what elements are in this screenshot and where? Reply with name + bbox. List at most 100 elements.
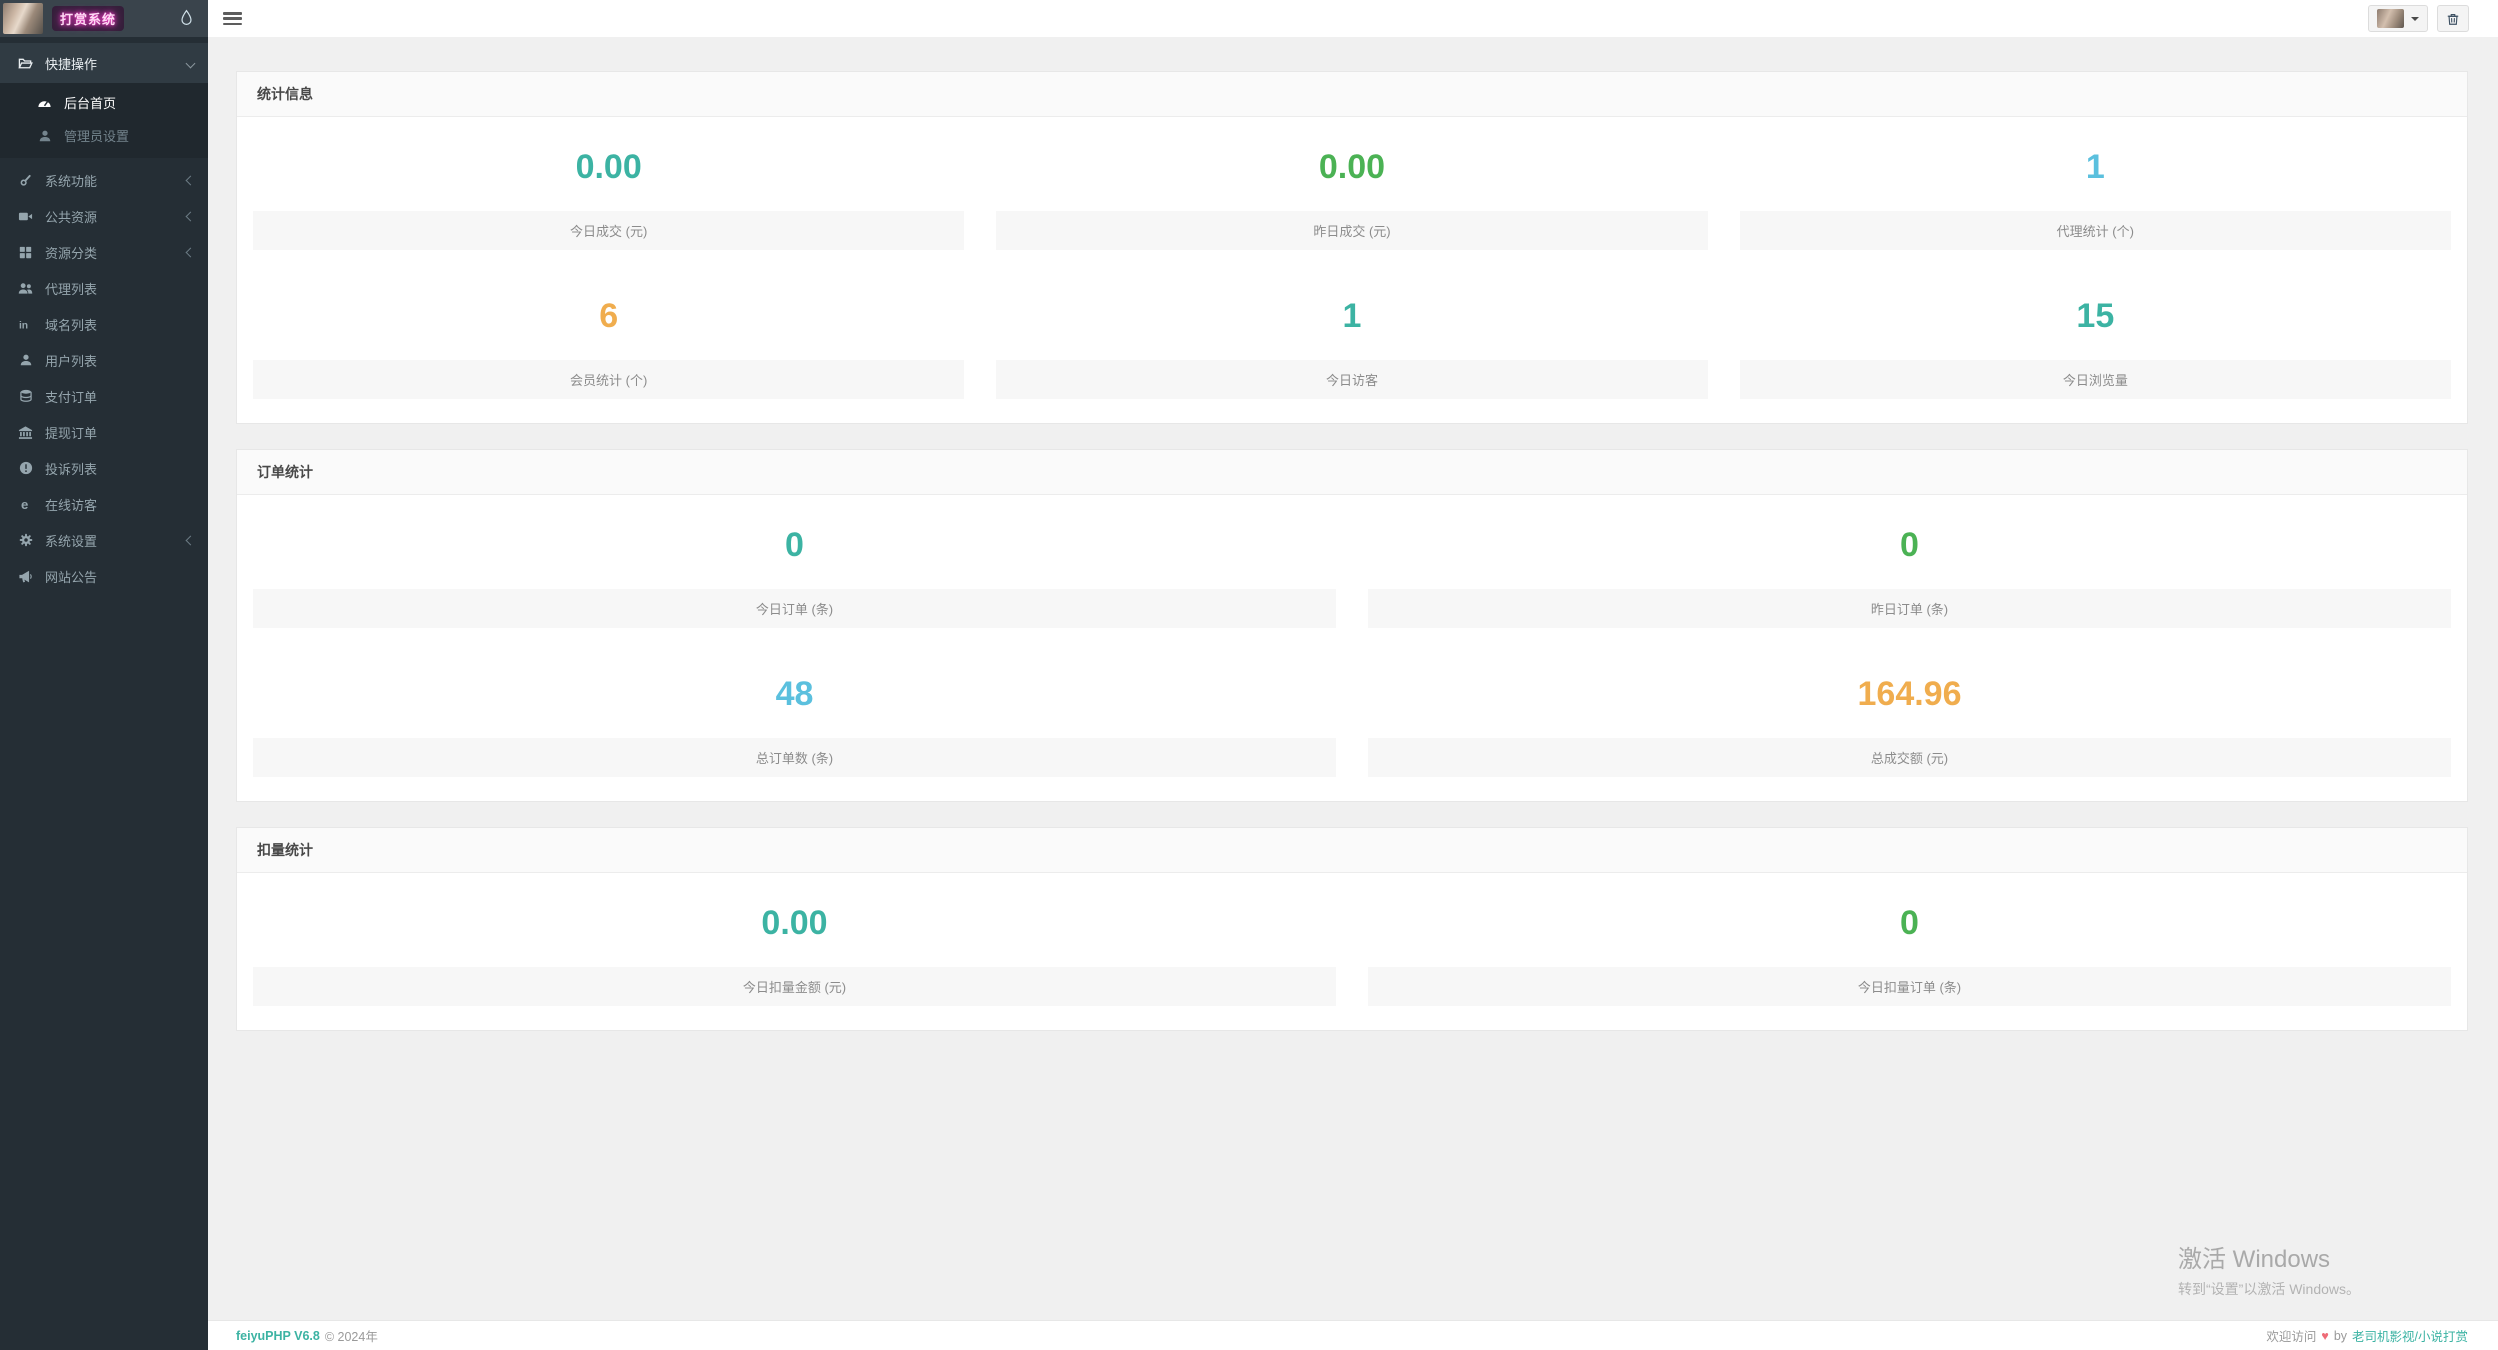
sidebar-item-user-list[interactable]: 用户列表 — [0, 342, 208, 378]
sidebar-item-label: 在线访客 — [45, 497, 98, 513]
stat-value: 0.00 — [761, 904, 828, 943]
sidebar-item-public-resources[interactable]: 公共资源 — [0, 198, 208, 234]
trash-button[interactable] — [2437, 5, 2469, 32]
database-icon — [17, 389, 34, 403]
sidebar-item-label: 代理列表 — [45, 281, 98, 297]
heart-icon: ♥ — [2321, 1328, 2329, 1343]
stat-label: 总成交额 (元) — [1368, 738, 2451, 778]
watermark-line2: 转到“设置”以激活 Windows。 — [2178, 1281, 2361, 1297]
panels: 统计信息 0.00 今日成交 (元) 0.00 昨日成交 (元) 1 代理统计 (个) 6 会员… — [236, 71, 2468, 1032]
sidebar-item-withdrawal-orders[interactable]: 提现订单 — [0, 414, 208, 450]
stat-label: 昨日成交 (元) — [996, 211, 1708, 251]
user-avatar — [2377, 9, 2404, 28]
stat-today-sales: 0.00 今日成交 (元) — [237, 125, 980, 251]
panel-title: 统计信息 — [237, 72, 2467, 117]
stat-value: 1 — [1342, 297, 1362, 336]
svg-text:in: in — [19, 320, 28, 331]
by-text: by — [2333, 1328, 2348, 1343]
grid-icon — [17, 246, 34, 259]
sidebar-item-site-announcement[interactable]: 网站公告 — [0, 558, 208, 594]
stat-value: 6 — [599, 297, 619, 336]
sidebar-item-label: 快捷操作 — [45, 56, 98, 72]
sidebar-item-complaint-list[interactable]: 投诉列表 — [0, 450, 208, 486]
panel-order-stats: 订单统计 0 今日订单 (条) 0 昨日订单 (条) 48 总订单数 (条) 164.96 总成… — [236, 449, 2468, 803]
sidebar-item-payment-orders[interactable]: 支付订单 — [0, 378, 208, 414]
topbar — [208, 0, 2498, 37]
wrench-icon — [17, 173, 34, 187]
panel-stats-info: 统计信息 0.00 今日成交 (元) 0.00 昨日成交 (元) 1 代理统计 (个) 6 会员… — [236, 71, 2468, 425]
sidebar-subitem-admin-settings[interactable]: 管理员设置 — [0, 119, 208, 152]
alert-circle-icon — [17, 461, 34, 475]
stat-today-deduct-amount: 0.00 今日扣量金额 (元) — [237, 881, 1352, 1007]
stat-member-count: 6 会员统计 (个) — [237, 274, 980, 400]
sidebar-header: 打赏系统 — [0, 0, 208, 37]
stat-today-deduct-orders: 0 今日扣量订单 (条) — [1352, 881, 2467, 1007]
stat-today-pageviews: 15 今日浏览量 — [1724, 274, 2467, 400]
footer-right: 欢迎访问 ♥ by 老司机影视/小说打赏 — [2266, 1326, 2468, 1345]
app-version: feiyuPHP V6.8 — [236, 1328, 320, 1343]
sidebar-item-label: 投诉列表 — [45, 461, 98, 477]
sidebar-item-label: 资源分类 — [45, 245, 98, 261]
sidebar-item-label: 提现订单 — [45, 425, 98, 441]
stat-value: 0 — [1900, 526, 1919, 565]
welcome-text: 欢迎访问 — [2266, 1330, 2317, 1344]
sidebar-item-resource-categories[interactable]: 资源分类 — [0, 234, 208, 270]
stat-total-sales: 164.96 总成交额 (元) — [1352, 652, 2467, 778]
users-icon — [17, 281, 34, 296]
dashboard-icon — [36, 95, 53, 110]
stat-label: 今日成交 (元) — [253, 211, 965, 251]
panel-deduction-stats: 扣量统计 0.00 今日扣量金额 (元) 0 今日扣量订单 (条) — [236, 827, 2468, 1032]
sidebar: 打赏系统 快捷操作后台首页管理员设置系统功能 公共资源资源分类代理列表 in 域名列表… — [0, 0, 208, 1350]
browser-e-icon: e — [17, 497, 34, 512]
sidebar-item-domain-list[interactable]: in 域名列表 — [0, 306, 208, 342]
footer-left: feiyuPHP V6.8 © 2024年 — [236, 1326, 378, 1345]
stat-label: 今日扣量金额 (元) — [253, 967, 1336, 1007]
sidebar-item-label: 支付订单 — [45, 389, 98, 405]
sidebar-subitem-label: 管理员设置 — [64, 129, 130, 144]
sidebar-item-system-settings[interactable]: 系统设置 — [0, 522, 208, 558]
folder-open-icon — [17, 56, 34, 71]
chevron-left-icon — [185, 535, 196, 545]
sidebar-item-online-visitors[interactable]: e 在线访客 — [0, 486, 208, 522]
stat-label: 今日扣量订单 (条) — [1368, 967, 2451, 1007]
sidebar-item-label: 网站公告 — [45, 569, 98, 585]
stat-value: 0.00 — [575, 148, 642, 186]
stat-label: 今日浏览量 — [1739, 360, 2451, 400]
stat-value: 48 — [775, 675, 814, 714]
sidebar-subitem-label: 后台首页 — [64, 96, 117, 111]
sidebar-item-label: 用户列表 — [45, 353, 98, 369]
panel-title: 订单统计 — [237, 450, 2467, 496]
footer-link[interactable]: 老司机影视/小说打赏 — [2352, 1330, 2468, 1344]
sidebar-subitem-admin-home[interactable]: 后台首页 — [0, 86, 208, 119]
user-menu-button[interactable] — [2368, 5, 2428, 32]
stat-yesterday-orders: 0 昨日订单 (条) — [1352, 503, 2467, 629]
brand-title: 打赏系统 — [52, 6, 125, 31]
chevron-down-icon — [185, 58, 196, 68]
topbar-actions — [2368, 5, 2469, 32]
chevron-left-icon — [185, 211, 196, 221]
stat-label: 总订单数 (条) — [253, 738, 1336, 778]
sidebar-item-system-functions[interactable]: 系统功能 — [0, 162, 208, 198]
stat-label: 今日订单 (条) — [253, 589, 1336, 629]
stat-yesterday-sales: 0.00 昨日成交 (元) — [980, 125, 1723, 251]
sidebar-toggle-button[interactable] — [223, 12, 242, 28]
stat-label: 今日访客 — [996, 360, 1708, 400]
stat-today-orders: 0 今日订单 (条) — [237, 503, 1352, 629]
sidebar-item-label: 系统设置 — [45, 533, 98, 549]
watermark-line1: 激活 Windows — [2178, 1246, 2331, 1273]
sidebar-menu: 快捷操作后台首页管理员设置系统功能 公共资源资源分类代理列表 in 域名列表用户列表支… — [0, 37, 208, 594]
stat-total-orders: 48 总订单数 (条) — [237, 652, 1352, 778]
sidebar-item-agent-list[interactable]: 代理列表 — [0, 270, 208, 306]
droplet-icon[interactable] — [180, 9, 193, 26]
user-icon — [36, 129, 53, 143]
stat-value: 0 — [785, 526, 804, 565]
sidebar-item-quick-actions[interactable]: 快捷操作 — [0, 43, 208, 83]
panel-body-order-stats: 0 今日订单 (条) 0 昨日订单 (条) 48 总订单数 (条) 164.96 总成交额 (… — [237, 495, 2467, 801]
panel-body-deduction-stats: 0.00 今日扣量金额 (元) 0 今日扣量订单 (条) — [237, 873, 2467, 1030]
main-content: 统计信息 0.00 今日成交 (元) 0.00 昨日成交 (元) 1 代理统计 (个) 6 会员… — [208, 37, 2498, 1320]
video-icon — [17, 209, 34, 224]
stat-value: 15 — [2076, 297, 2115, 336]
stat-today-visitors: 1 今日访客 — [980, 274, 1723, 400]
footer: feiyuPHP V6.8 © 2024年 欢迎访问 ♥ by 老司机影视/小说… — [208, 1320, 2498, 1350]
stat-value: 164.96 — [1857, 675, 1962, 714]
